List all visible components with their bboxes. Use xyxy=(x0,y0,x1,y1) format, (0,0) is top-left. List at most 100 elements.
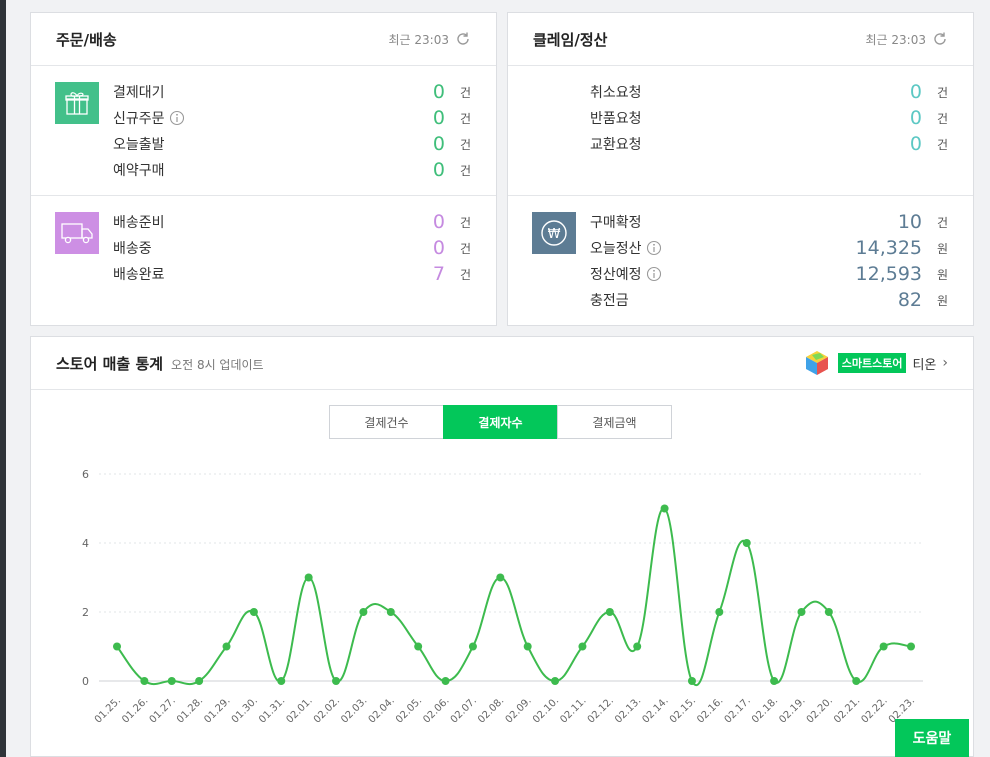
payment-value[interactable]: 0 xyxy=(432,133,445,155)
data-point[interactable] xyxy=(277,677,286,685)
payment-row[interactable]: 예약구매 0 건 xyxy=(113,157,471,183)
claim-value[interactable]: 0 xyxy=(909,107,922,129)
orders-updated: 최근 23:03 xyxy=(389,31,471,48)
delivery-row[interactable]: 배송중 0 건 xyxy=(113,235,471,261)
data-point[interactable] xyxy=(249,608,258,616)
data-point[interactable] xyxy=(687,677,696,685)
store-selector[interactable]: 스마트스토어 티온 › xyxy=(802,348,948,378)
settle-value[interactable]: 10 xyxy=(897,211,922,233)
data-point[interactable] xyxy=(797,608,806,616)
data-point[interactable] xyxy=(496,573,505,582)
settle-unit: 건 xyxy=(936,215,948,230)
delivery-value[interactable]: 0 xyxy=(432,237,445,259)
settle-section: ₩ 구매확정 10 건 오늘정산 14,325 원 정산예정 12,593 원 충전금 82 원 xyxy=(508,196,973,325)
data-point[interactable] xyxy=(605,608,614,616)
settle-value[interactable]: 12,593 xyxy=(855,263,922,285)
claim-row[interactable]: 반품요청 0 건 xyxy=(590,105,948,131)
data-point[interactable] xyxy=(195,677,204,685)
data-point[interactable] xyxy=(167,677,176,685)
delivery-row[interactable]: 배송완료 7 건 xyxy=(113,261,471,287)
x-tick-label: 02.19. xyxy=(777,695,807,725)
x-tick-label: 02.05. xyxy=(394,695,424,725)
data-point[interactable] xyxy=(907,642,915,651)
data-point[interactable] xyxy=(414,642,423,651)
settle-rows: 구매확정 10 건 오늘정산 14,325 원 정산예정 12,593 원 충전금 82 원 xyxy=(590,209,948,313)
data-point[interactable] xyxy=(468,642,477,651)
data-point[interactable] xyxy=(660,504,669,513)
data-point[interactable] xyxy=(852,677,861,685)
tab-stat-0[interactable]: 결제건수 xyxy=(329,405,444,439)
payment-value[interactable]: 0 xyxy=(432,81,445,103)
claim-value[interactable]: 0 xyxy=(909,133,922,155)
x-tick-label: 01.31. xyxy=(257,695,287,725)
x-tick-label: 02.18. xyxy=(750,695,780,725)
delivery-row[interactable]: 배송준비 0 건 xyxy=(113,209,471,235)
x-tick-label: 01.29. xyxy=(202,695,232,725)
orders-updated-time: 최근 23:03 xyxy=(388,32,449,47)
payment-row[interactable]: 오늘출발 0 건 xyxy=(113,131,471,157)
payment-row[interactable]: 신규주문 0 건 xyxy=(113,105,471,131)
claims-title: 클레임/정산 xyxy=(533,30,608,49)
settle-label-text: 오늘정산 xyxy=(590,241,642,257)
data-point[interactable] xyxy=(578,642,587,651)
refresh-icon[interactable] xyxy=(932,31,948,47)
won-coin-icon: ₩ xyxy=(532,212,576,254)
stats-card-header: 스토어 매출 통계 오전 8시 업데이트 스마트스토어 티온 › xyxy=(31,337,973,390)
settle-row[interactable]: 구매확정 10 건 xyxy=(590,209,948,235)
data-point[interactable] xyxy=(770,677,779,685)
data-point[interactable] xyxy=(879,642,888,651)
x-tick-label: 01.30. xyxy=(230,695,260,725)
settle-row[interactable]: 충전금 82 원 xyxy=(590,287,948,313)
data-point[interactable] xyxy=(441,677,450,685)
tab-stat-2[interactable]: 결제금액 xyxy=(557,405,672,439)
claim-row[interactable]: 교환요청 0 건 xyxy=(590,131,948,157)
data-point[interactable] xyxy=(824,608,833,616)
data-point[interactable] xyxy=(715,608,724,616)
data-point[interactable] xyxy=(332,677,341,685)
payment-row[interactable]: 결제대기 0 건 xyxy=(113,79,471,105)
payment-value[interactable]: 0 xyxy=(432,159,445,181)
data-point[interactable] xyxy=(140,677,149,685)
x-tick-label: 02.10. xyxy=(531,695,561,725)
x-tick-label: 02.06. xyxy=(421,695,451,725)
claim-label: 반품요청 xyxy=(590,108,642,128)
x-tick-label: 01.27. xyxy=(148,695,178,725)
claim-value[interactable]: 0 xyxy=(909,81,922,103)
stats-card: 스토어 매출 통계 오전 8시 업데이트 스마트스토어 티온 › 결제건수 결제자수… xyxy=(30,336,974,757)
data-point[interactable] xyxy=(386,608,395,616)
data-point[interactable] xyxy=(359,608,368,616)
settle-unit: 원 xyxy=(936,267,948,282)
data-point[interactable] xyxy=(742,539,751,547)
data-point[interactable] xyxy=(113,642,121,651)
x-tick-label: 02.01. xyxy=(285,695,315,725)
claim-row[interactable]: 취소요청 0 건 xyxy=(590,79,948,105)
data-point[interactable] xyxy=(523,642,532,651)
tab-stat-1[interactable]: 결제자수 xyxy=(443,405,558,439)
data-point[interactable] xyxy=(633,642,642,651)
data-point[interactable] xyxy=(222,642,231,651)
settle-row[interactable]: 정산예정 12,593 원 xyxy=(590,261,948,287)
claims-card-header: 클레임/정산 최근 23:03 xyxy=(508,13,973,66)
delivery-value[interactable]: 0 xyxy=(432,211,445,233)
chevron-right-icon: › xyxy=(942,355,948,371)
info-icon[interactable] xyxy=(646,266,662,282)
data-point[interactable] xyxy=(551,677,560,685)
refresh-icon[interactable] xyxy=(455,31,471,47)
x-tick-label: 02.04. xyxy=(367,695,397,725)
x-tick-label: 02.15. xyxy=(668,695,698,725)
info-icon[interactable] xyxy=(646,240,662,256)
data-point[interactable] xyxy=(304,573,313,582)
help-button[interactable]: 도움말 xyxy=(895,719,969,757)
settle-value[interactable]: 82 xyxy=(897,289,922,311)
delivery-value[interactable]: 7 xyxy=(432,263,445,285)
info-icon[interactable] xyxy=(169,110,185,126)
x-tick-label: 02.14. xyxy=(640,695,670,725)
y-tick-label: 2 xyxy=(82,606,89,619)
payment-value[interactable]: 0 xyxy=(432,107,445,129)
settle-row[interactable]: 오늘정산 14,325 원 xyxy=(590,235,948,261)
settle-value[interactable]: 14,325 xyxy=(855,237,922,259)
payment-label: 신규주문 xyxy=(113,108,185,128)
